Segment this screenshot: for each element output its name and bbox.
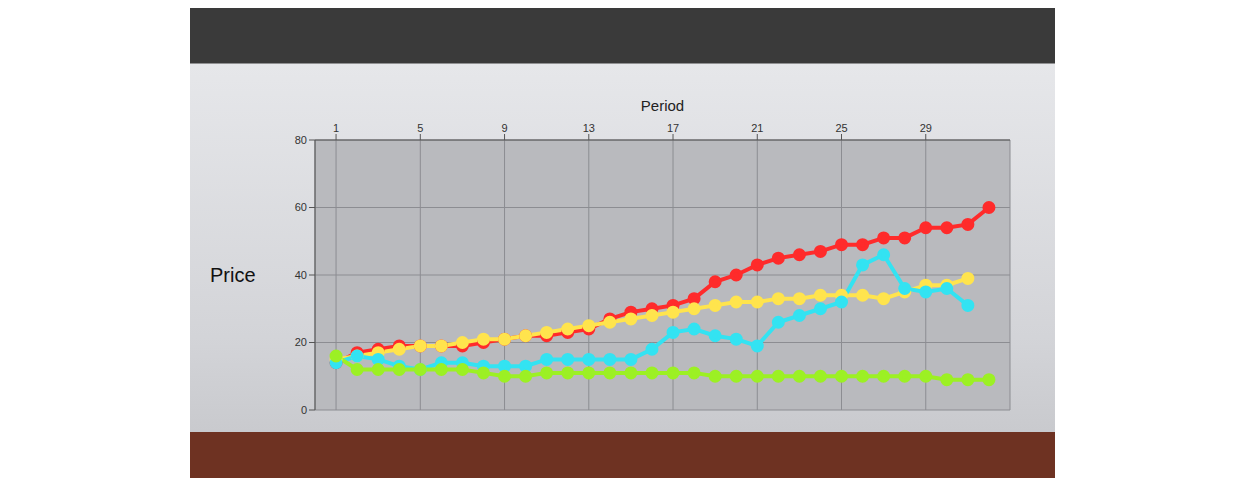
svg-text:60: 60 [295,201,307,213]
svg-text:25: 25 [835,122,847,134]
svg-text:40: 40 [295,269,307,281]
svg-text:80: 80 [295,134,307,146]
svg-text:21: 21 [751,122,763,134]
svg-text:13: 13 [583,122,595,134]
svg-text:1: 1 [333,122,339,134]
svg-text:9: 9 [501,122,507,134]
svg-text:5: 5 [417,122,423,134]
svg-text:20: 20 [295,336,307,348]
svg-text:17: 17 [667,122,679,134]
svg-text:Price: Price [210,264,256,286]
svg-text:Period: Period [641,97,684,114]
svg-text:29: 29 [920,122,932,134]
svg-text:0: 0 [301,404,307,416]
